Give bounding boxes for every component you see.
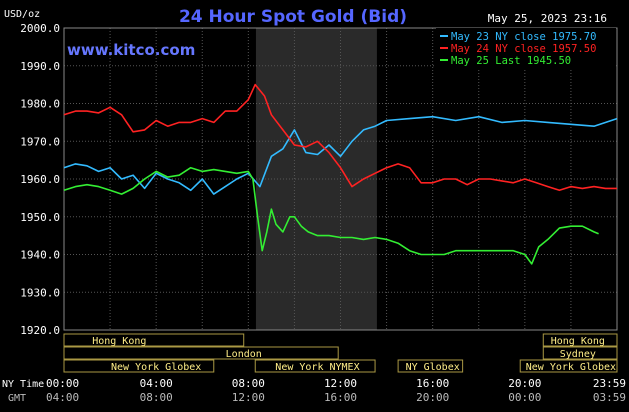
x-tick-ny: 08:00 (232, 377, 265, 390)
unit-label: USD/oz (4, 9, 40, 20)
x-tick-ny: 12:00 (324, 377, 357, 390)
session-label: Hong Kong (551, 336, 605, 347)
x-tick-ny: 00:00 (46, 377, 79, 390)
session-label: Hong Kong (92, 336, 146, 347)
y-tick-label: 2000.0 (20, 22, 60, 35)
series-line-may-23 (63, 115, 618, 195)
timestamp: May 25, 2023 23:16 (488, 12, 607, 25)
x-tick-gmt: 08:00 (140, 391, 173, 404)
legend-label: May 25 Last 1945.50 (451, 55, 571, 67)
session-bar (542, 346, 618, 360)
x-axis-gmt-label: GMT (8, 393, 26, 404)
session-bar (397, 359, 464, 373)
x-tick-gmt: 00:00 (508, 391, 541, 404)
chart-title: 24 Hour Spot Gold (Bid) (179, 7, 407, 27)
session-label: New York Globex (111, 362, 201, 373)
series-line-may-25 (63, 166, 599, 265)
x-tick-gmt: 12:00 (232, 391, 265, 404)
session-bar (63, 333, 245, 347)
legend-box (436, 28, 616, 68)
x-tick-gmt: 03:59 (593, 391, 626, 404)
y-tick-label: 1950.0 (20, 211, 60, 224)
y-tick-label: 1920.0 (20, 324, 60, 337)
session-label: NY Globex (406, 362, 460, 373)
y-tick-label: 1980.0 (20, 98, 60, 111)
session-label: New York Globex (526, 362, 616, 373)
x-tick-gmt: 04:00 (46, 391, 79, 404)
session-label: Sydney (560, 349, 596, 360)
plot-border (63, 27, 618, 331)
x-tick-ny: 23:59 (593, 377, 626, 390)
session-bar (63, 346, 339, 360)
y-tick-label: 1990.0 (20, 60, 60, 73)
x-tick-ny: 04:00 (140, 377, 173, 390)
x-tick-ny: 16:00 (416, 377, 449, 390)
y-tick-label: 1940.0 (20, 249, 60, 262)
legend-label: May 23 NY close 1975.70 (451, 31, 596, 43)
session-bar (542, 333, 618, 347)
session-bar (63, 359, 215, 373)
x-axis-ny-label: NY Time (2, 379, 44, 390)
session-bar (519, 359, 618, 373)
x-tick-gmt: 20:00 (416, 391, 449, 404)
y-tick-label: 1970.0 (20, 135, 60, 148)
y-tick-label: 1960.0 (20, 173, 60, 186)
series-line-may-24 (63, 83, 617, 192)
session-bar (254, 359, 376, 373)
y-tick-label: 1930.0 (20, 286, 60, 299)
legend-label: May 24 NY close 1957.50 (451, 43, 596, 55)
website-label: www.kitco.com (67, 41, 195, 59)
x-tick-gmt: 16:00 (324, 391, 357, 404)
session-label: New York NYMEX (275, 362, 359, 373)
session-label: London (226, 349, 262, 360)
x-tick-ny: 20:00 (508, 377, 541, 390)
